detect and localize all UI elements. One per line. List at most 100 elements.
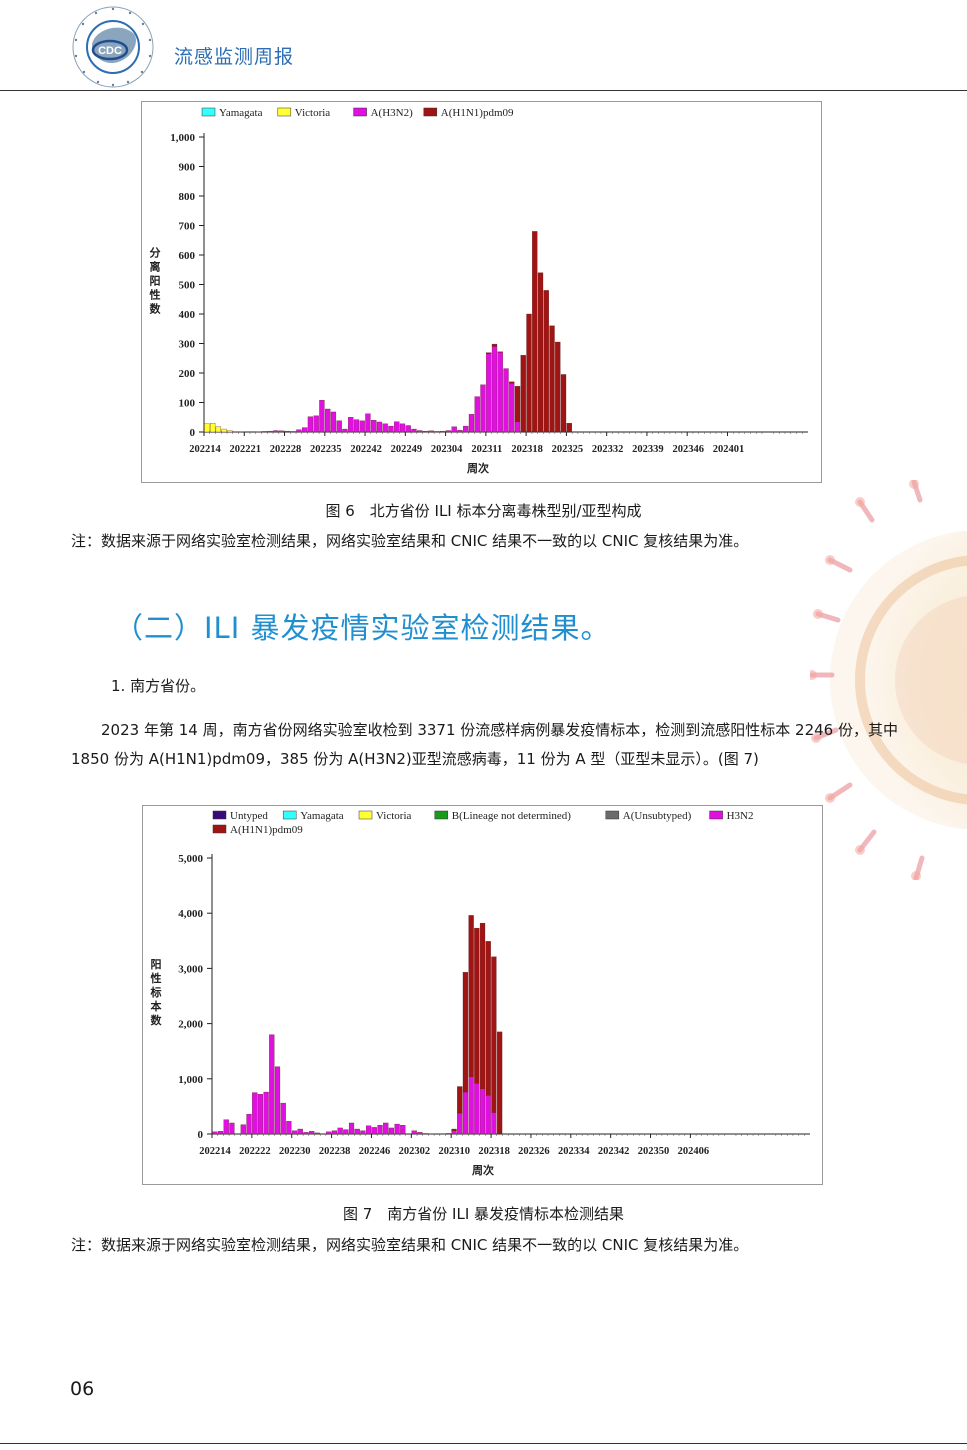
bar-h3n2 — [371, 1127, 377, 1135]
bar-h3n2 — [217, 1131, 224, 1135]
bar-a-h3n2- — [325, 408, 331, 433]
bar-h3n2 — [240, 1124, 246, 1135]
legend-label: A(H1N1)pdm09 — [441, 107, 514, 119]
bar-a-h1n1-pdm09 — [566, 422, 572, 433]
x-tick-label: 202214 — [189, 444, 221, 455]
bar-a-h3n2- — [348, 417, 354, 433]
legend-swatch — [212, 824, 227, 834]
bar-a-h3n2- — [376, 421, 383, 433]
bar-a-h3n2- — [509, 383, 515, 433]
bar-a-h3n2- — [428, 430, 434, 433]
bar-a-h1n1-pdm09 — [543, 290, 549, 433]
figure6-caption: 图 6 北方省份 ILI 标本分离毒株型别/亚型构成 — [325, 502, 642, 520]
legend-swatch — [201, 107, 216, 117]
y-axis-label-char: 本 — [151, 999, 162, 1013]
y-tick-label: 5,000 — [178, 853, 203, 865]
bar-a-h1n1-pdm09 — [468, 915, 474, 1077]
bar-a-h3n2- — [497, 352, 503, 433]
bar-victoria — [204, 423, 210, 433]
legend-label: A(H1N1)pdm09 — [230, 824, 303, 836]
y-tick-label: 900 — [179, 162, 196, 174]
bar-a-h3n2- — [468, 414, 475, 433]
legend-swatch — [434, 810, 449, 820]
y-tick-label: 600 — [179, 250, 196, 262]
bar-a-h1n1-pdm09 — [549, 325, 555, 433]
y-tick-label: 700 — [179, 221, 196, 233]
x-tick-label: 202334 — [558, 1146, 590, 1157]
bar-a-h3n2- — [486, 353, 492, 433]
bar-a-h1n1-pdm09 — [479, 922, 486, 1089]
y-axis-label-char: 阳 — [150, 274, 161, 288]
bar-a-h3n2- — [399, 423, 406, 433]
y-axis-label-char: 标 — [150, 985, 162, 999]
bar-a-h3n2- — [405, 425, 411, 433]
x-tick-label: 202249 — [391, 444, 423, 455]
x-tick-label: 202214 — [199, 1146, 231, 1157]
bar-a-h3n2- — [273, 430, 279, 433]
bar-a-h3n2- — [451, 426, 457, 433]
bar-h3n2 — [366, 1125, 372, 1135]
legend-label: B(Lineage not determined) — [452, 810, 571, 822]
bar-h3n2 — [451, 1130, 457, 1135]
x-tick-label: 202339 — [632, 444, 664, 455]
bar-a-h3n2- — [503, 368, 509, 433]
y-axis-label-char: 性 — [151, 971, 162, 985]
y-axis-label-char: 分 — [150, 246, 161, 260]
bar-a-h3n2- — [514, 421, 521, 433]
bar-h3n2 — [400, 1125, 406, 1135]
bar-a-h3n2- — [382, 423, 388, 433]
x-tick-label: 202318 — [478, 1146, 510, 1157]
bar-h3n2 — [246, 1113, 252, 1135]
bar-a-h3n2- — [411, 428, 417, 433]
bar-a-h3n2- — [302, 427, 308, 433]
bar-h3n2 — [291, 1130, 298, 1135]
footer-divider — [0, 1443, 967, 1444]
y-tick-label: 800 — [179, 191, 196, 203]
bar-a-h3n2- — [394, 421, 400, 433]
bar-a-h3n2- — [284, 430, 291, 433]
bar-a-h3n2- — [480, 384, 486, 433]
bar-a-h1n1-pdm09 — [497, 351, 503, 353]
y-axis-label-char: 性 — [150, 288, 161, 302]
bar-a-h1n1-pdm09 — [520, 355, 526, 433]
legend-label: Yamagata — [219, 107, 263, 119]
bar-h3n2 — [212, 1131, 218, 1135]
bar-a-h1n1-pdm09 — [485, 941, 491, 1096]
report-title: 流感监测周报 — [174, 46, 295, 68]
bar-h3n2 — [343, 1129, 349, 1135]
bar-h3n2 — [263, 1091, 269, 1135]
y-tick-label: 0 — [198, 1129, 204, 1141]
legend-swatch — [423, 107, 438, 117]
x-tick-label: 202302 — [399, 1146, 431, 1157]
bar-a-h1n1-pdm09 — [491, 343, 498, 347]
bar-a-h3n2- — [319, 399, 325, 433]
body-paragraph: 2023 年第 14 周，南方省份网络实验室收检到 3371 份流感样病例暴发疫… — [71, 716, 901, 774]
x-tick-label: 202350 — [638, 1146, 670, 1157]
y-tick-label: 100 — [179, 398, 196, 410]
bar-a-h3n2- — [474, 396, 480, 433]
bar-a-h1n1-pdm09 — [451, 1128, 457, 1131]
legend-swatch — [277, 107, 292, 117]
legend-label: Yamagata — [300, 810, 344, 822]
bar-a-h3n2- — [353, 419, 360, 433]
bar-a-h3n2- — [313, 415, 319, 433]
legend-label: Untyped — [230, 810, 268, 822]
bar-a-h3n2- — [388, 425, 394, 433]
bar-h3n2 — [223, 1119, 229, 1135]
x-tick-label: 202310 — [438, 1146, 470, 1157]
y-axis-label-char: 数 — [150, 302, 162, 316]
y-axis-label-char: 数 — [151, 1013, 163, 1027]
bar-h3n2 — [383, 1122, 389, 1135]
bar-a-h3n2- — [422, 430, 429, 433]
y-tick-label: 2,000 — [178, 1019, 203, 1031]
figure6-note: 注：数据来源于网络实验室检测结果，网络实验室结果和 CNIC 结果不一致的以 C… — [71, 532, 749, 550]
virus-decoration — [807, 479, 967, 881]
y-tick-label: 300 — [179, 339, 196, 351]
x-tick-label: 202246 — [359, 1146, 391, 1157]
bar-a-h1n1-pdm09 — [526, 313, 532, 433]
bar-a-h1n1-pdm09 — [474, 927, 480, 1084]
bar-a-h3n2- — [296, 429, 302, 433]
x-tick-label: 202222 — [239, 1146, 271, 1157]
bar-a-h3n2- — [336, 420, 342, 433]
legend-label: A(Unsubtyped) — [623, 810, 692, 822]
